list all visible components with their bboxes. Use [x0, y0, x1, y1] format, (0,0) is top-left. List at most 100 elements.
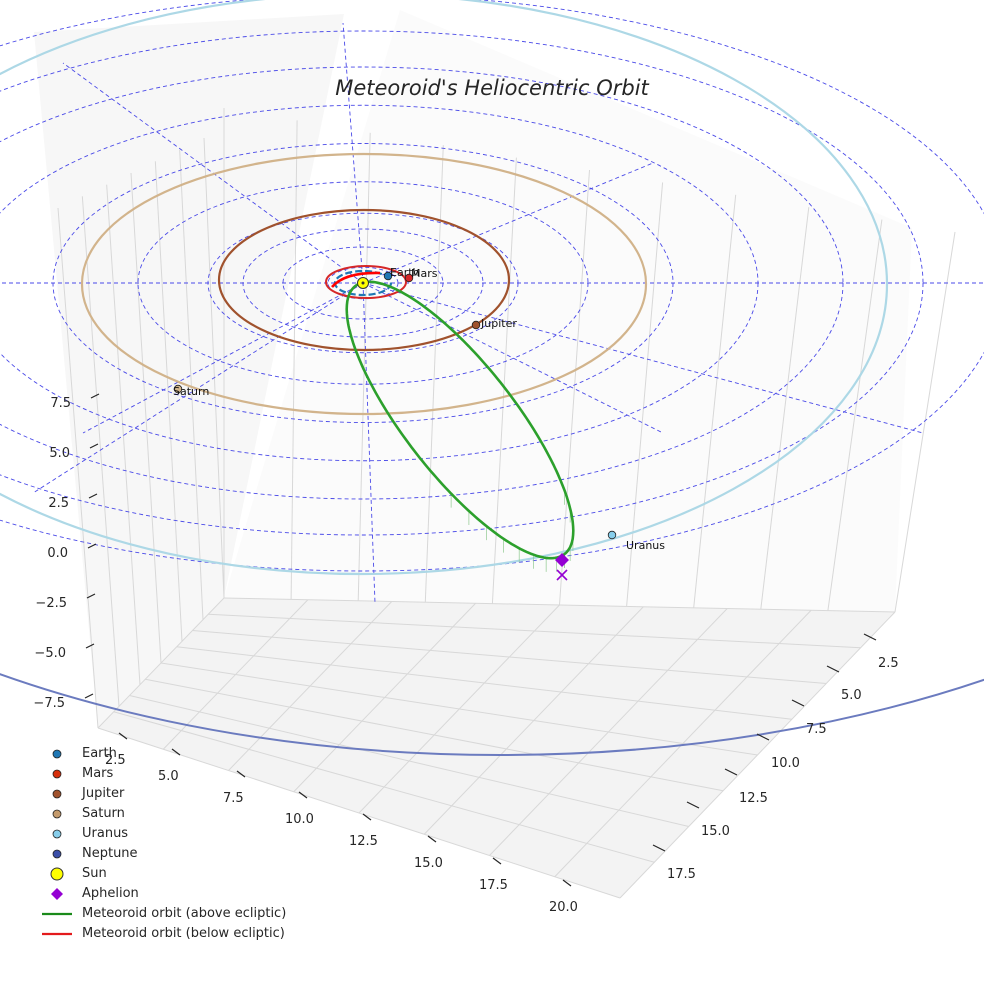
floor-gridline	[358, 604, 560, 814]
planet-earth-marker	[383, 271, 393, 281]
legend-symbol	[52, 769, 62, 779]
wall-gridline	[106, 184, 141, 685]
floor-gridline	[619, 611, 896, 899]
floor-gridline	[489, 608, 728, 856]
wall-gridline	[81, 196, 120, 707]
x-tick-label: 2.5	[105, 753, 126, 768]
planet-uranus-marker	[607, 530, 617, 540]
legend-dot	[52, 829, 62, 839]
x-tick-mark	[427, 835, 437, 843]
y-tick-label: 12.5	[739, 791, 768, 806]
planet-mars-marker	[404, 273, 414, 283]
y-tick-mark	[686, 801, 700, 809]
legend-label: Aphelion	[82, 886, 139, 901]
z-tick-mark	[89, 443, 99, 449]
wall-gridline	[827, 219, 883, 611]
planet-saturn-marker	[173, 384, 183, 394]
legend-item: Jupiter	[36, 784, 296, 804]
legend-symbol	[50, 867, 64, 881]
x-tick-mark	[236, 770, 246, 778]
aphelion-projection-stroke	[556, 569, 568, 581]
z-tick-label: −7.5	[33, 696, 65, 711]
orbit-saturn	[80, 152, 648, 416]
legend-symbol	[52, 789, 62, 799]
planet-jupiter-marker	[471, 320, 481, 330]
aphelion-marker	[555, 553, 569, 567]
z-tick-mark	[87, 543, 97, 549]
x-tick-mark	[118, 732, 128, 740]
y-tick-mark	[863, 633, 877, 641]
z-tick-mark	[90, 393, 100, 399]
polar-grid-spoke	[362, 162, 654, 284]
legend-symbol	[52, 849, 62, 859]
polar-grid-spoke	[342, 22, 364, 284]
x-tick-label: 17.5	[479, 878, 508, 893]
legend-label: Sun	[82, 866, 107, 881]
legend-dot	[52, 809, 62, 819]
legend-dot	[52, 749, 62, 759]
legend-item: Aphelion	[36, 884, 296, 904]
floor-gridline	[208, 613, 861, 649]
legend-label: Earth	[82, 746, 117, 761]
legend-symbol	[51, 888, 63, 900]
floor-gridline	[176, 646, 792, 720]
legend-item: Meteoroid orbit (above ecliptic)	[36, 904, 296, 924]
z-tick-label: 0.0	[47, 546, 68, 561]
planet-jupiter-label: Jupiter	[480, 317, 517, 330]
polar-grid-spoke	[362, 282, 376, 604]
legend-sun	[50, 867, 64, 881]
aphelion-projection-marker	[556, 569, 568, 581]
y-tick-mark	[724, 768, 738, 776]
y-tick-mark	[791, 699, 805, 707]
legend-label: Jupiter	[82, 786, 125, 801]
x-tick-label: 7.5	[223, 791, 244, 806]
meteoroid-orbit-above	[345, 280, 575, 560]
y-tick-label: 17.5	[667, 867, 696, 882]
orbit-neptune	[0, 672, 984, 756]
z-tick-mark	[84, 693, 94, 699]
z-tick-mark	[85, 643, 95, 649]
legend-label: Meteoroid orbit (below ecliptic)	[82, 926, 285, 941]
x-tick-mark	[298, 791, 308, 799]
chart-title: Meteoroid's Heliocentric Orbit	[335, 76, 649, 100]
y-tick-label: 5.0	[841, 688, 862, 703]
floor-gridline	[423, 606, 644, 835]
legend-item: Mars	[36, 764, 296, 784]
wall-gridline	[626, 182, 664, 607]
legend-symbol	[52, 829, 62, 839]
meteoroid-orbit-below	[331, 271, 381, 288]
floor-gridline	[554, 609, 812, 878]
legend-dot	[52, 789, 62, 799]
y-tick-label: 10.0	[771, 756, 800, 771]
wall-gridline	[559, 169, 590, 606]
wall-gridline	[179, 149, 204, 620]
meteoroid-orbit	[331, 271, 575, 560]
axis-ticks: 7.5 5.0 2.5 0.0 −2.5 −5.0 −7.5 2.5 5.0 7.5 10.0 12.…	[33, 393, 899, 915]
legend-item: Uranus	[36, 824, 296, 844]
left-pane	[34, 14, 344, 728]
wall-gridline	[693, 194, 737, 608]
legend-symbol	[52, 749, 62, 759]
polar-grid-spoke	[362, 282, 924, 434]
ecliptic-polar-grid	[0, 0, 984, 604]
wall-gridline	[154, 161, 183, 642]
x-tick-mark	[171, 748, 181, 756]
planet-uranus-label: Uranus	[626, 539, 665, 552]
wall-gridline	[203, 137, 225, 599]
legend-item: Meteoroid orbit (below ecliptic)	[36, 924, 296, 944]
legend-item: Sun	[36, 864, 296, 884]
wall-gridline	[130, 172, 162, 664]
z-tick-label: 7.5	[50, 396, 71, 411]
legend-label: Uranus	[82, 826, 129, 841]
y-tick-mark	[652, 844, 666, 852]
orbit-mars	[325, 265, 407, 299]
legend-dot	[52, 769, 62, 779]
z-tick-label: 2.5	[48, 496, 69, 511]
z-tick-label: −5.0	[34, 646, 66, 661]
x-tick-label: 12.5	[349, 834, 378, 849]
legend-diamond	[51, 888, 63, 900]
z-tick-label: 5.0	[49, 446, 70, 461]
x-tick-mark	[362, 813, 372, 821]
sun-center-dot	[361, 281, 365, 285]
